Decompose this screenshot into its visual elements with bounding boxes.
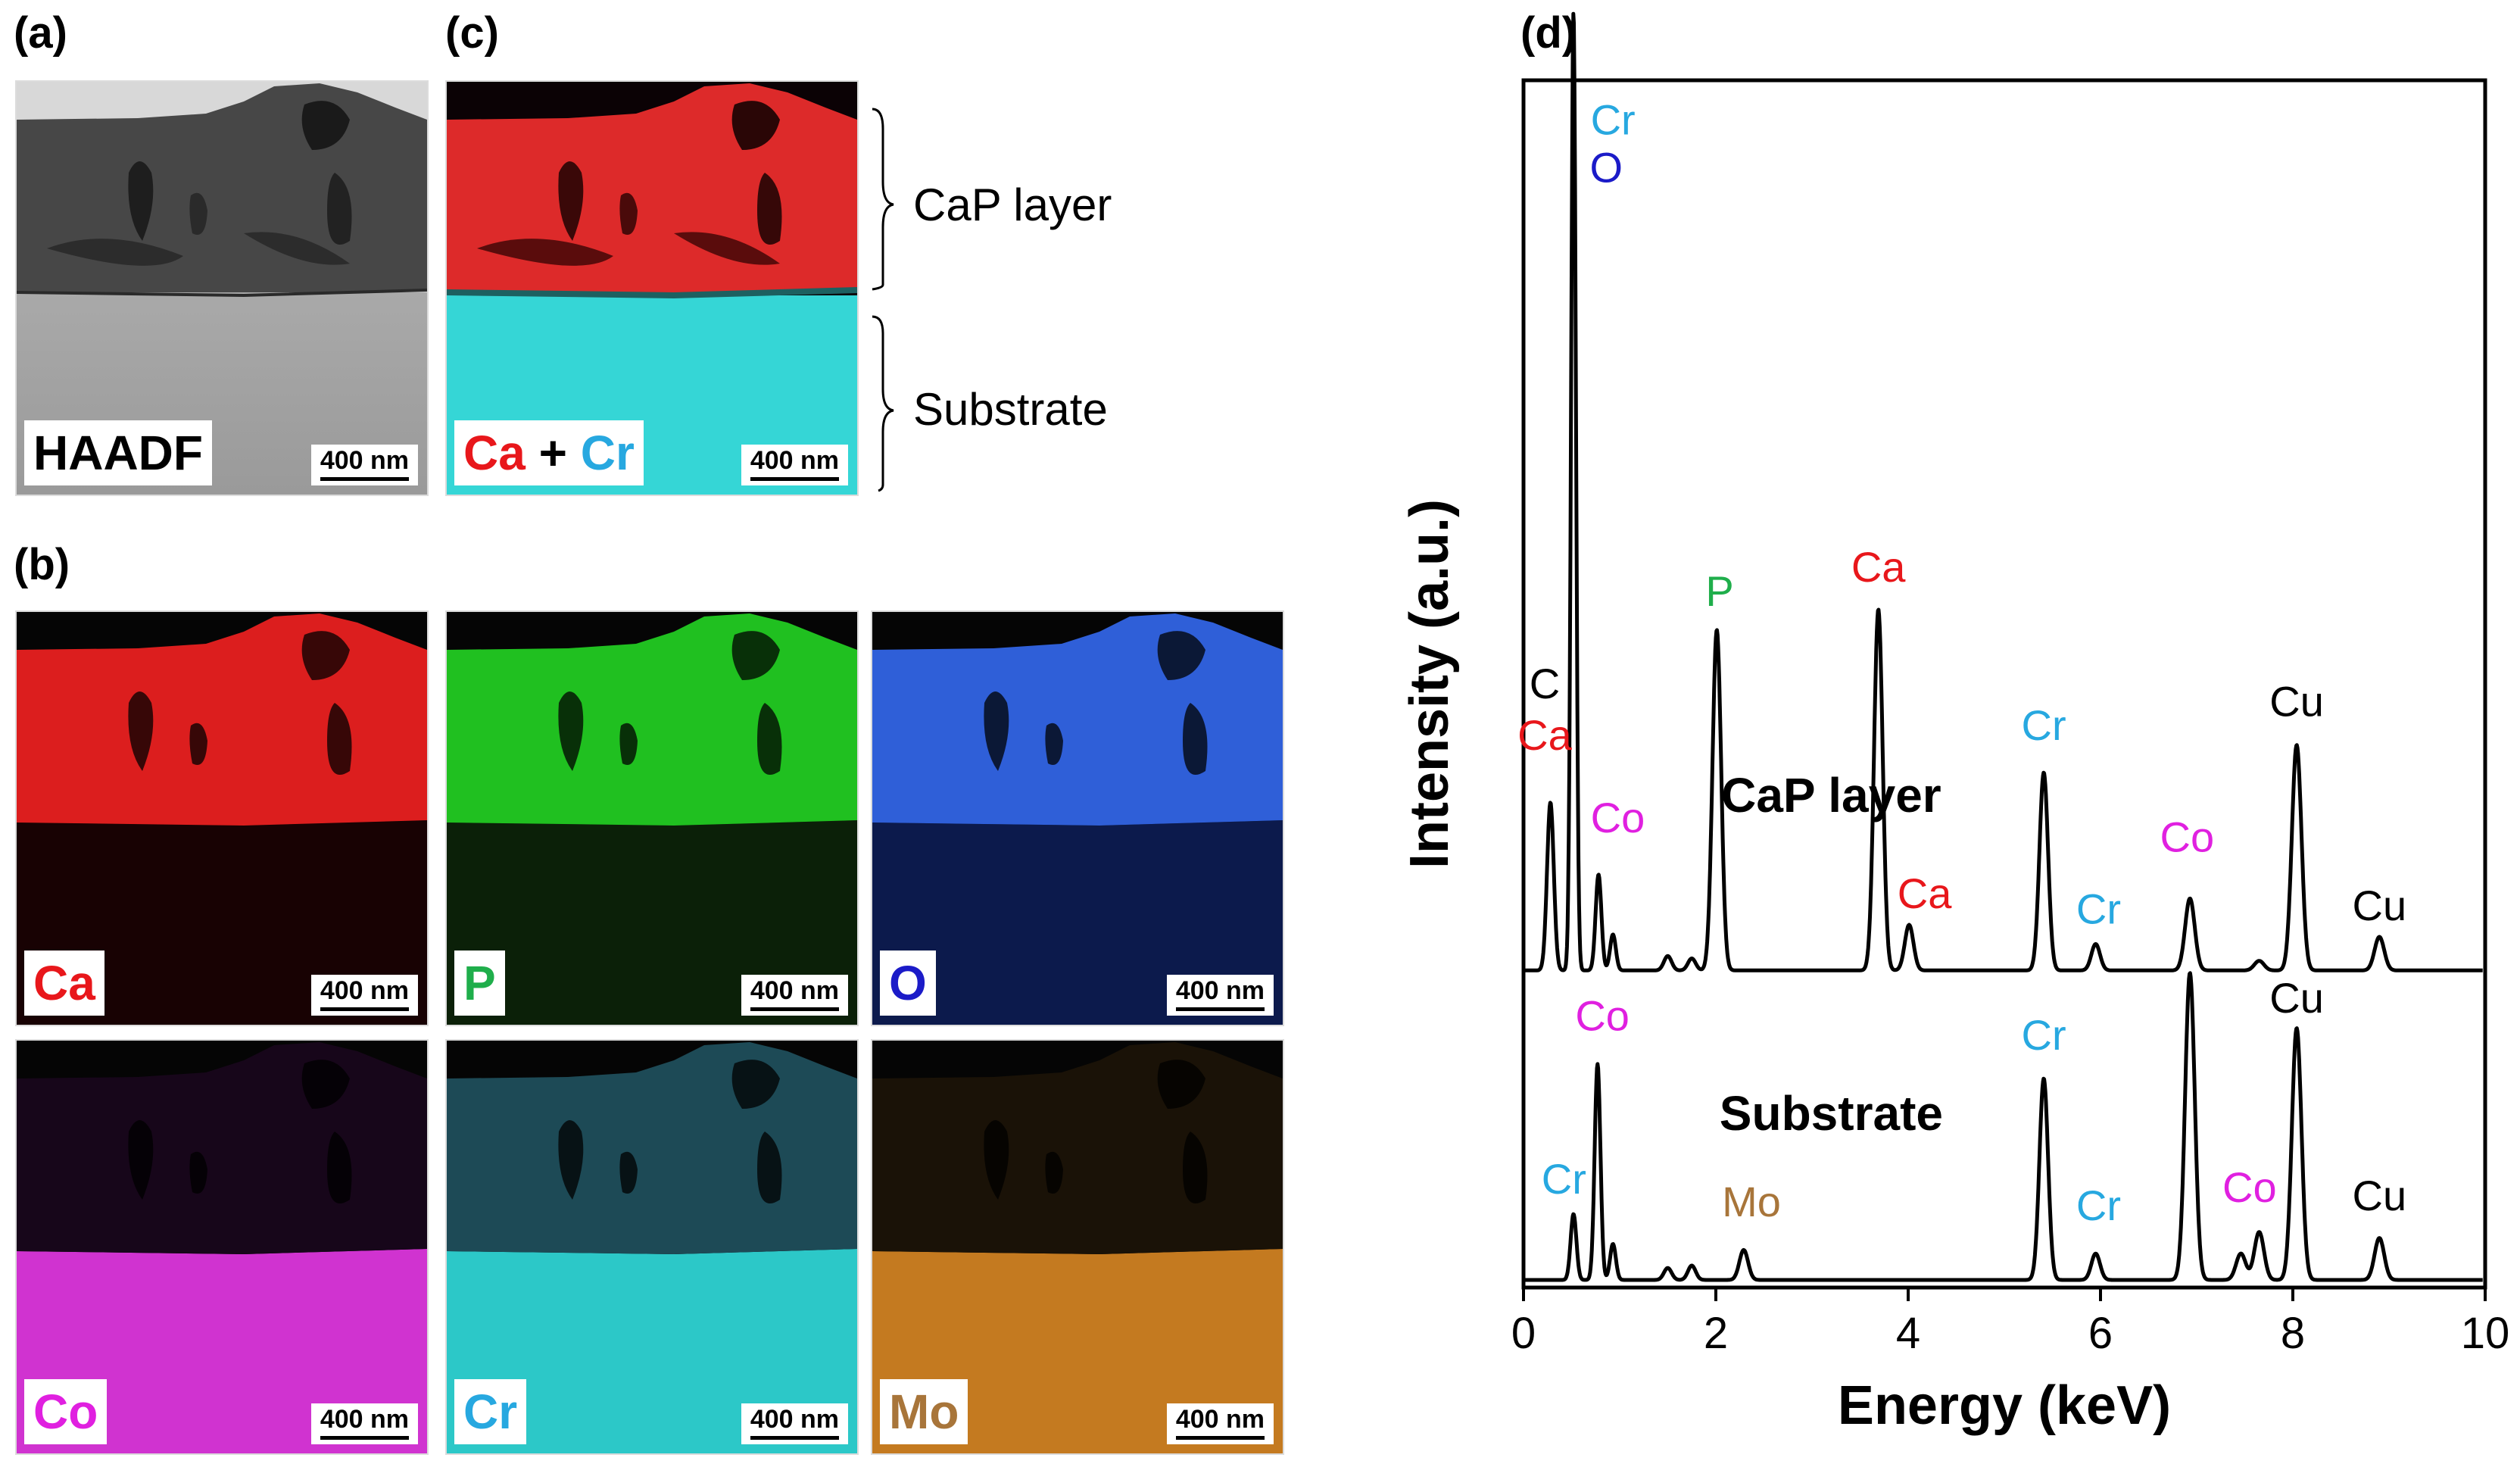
scale-bar: 400 nm	[310, 1403, 418, 1444]
plot-frame	[1521, 78, 2487, 1290]
peak-annotation: Co	[1591, 794, 1645, 841]
element-map-image	[447, 612, 857, 1025]
panel-label-d: (d)	[1520, 8, 1577, 58]
peak-annotation: Cu	[2353, 1172, 2407, 1219]
element-map-image	[872, 1041, 1283, 1453]
haadf-image: HAADF 400 nm	[15, 80, 429, 496]
overlay-ca-label: Ca	[463, 426, 526, 480]
element-map-image	[872, 612, 1283, 1025]
peak-annotation: Mo	[1722, 1178, 1781, 1225]
peak-annotation: Cr	[2076, 1182, 2121, 1229]
element-map-ca: Ca 400 nm	[15, 610, 429, 1026]
scale-bar: 400 nm	[310, 975, 418, 1016]
x-tick-label: 10	[2461, 1309, 2510, 1358]
panel-label-a: (a)	[14, 8, 67, 58]
series-label: Substrate	[1720, 1086, 1943, 1141]
peak-annotation: Co	[2160, 813, 2215, 861]
element-map-co: Co 400 nm	[15, 1039, 429, 1455]
peak-annotation: Cu	[2269, 974, 2324, 1022]
element-map-label: Mo	[880, 1379, 968, 1444]
peak-annotation: Co	[2222, 1163, 2277, 1211]
x-tick-label: 2	[1704, 1309, 1728, 1358]
peak-annotation: C	[1530, 660, 1560, 707]
element-map-image	[17, 612, 427, 1025]
overlay-cr-label: Cr	[580, 426, 635, 480]
element-map-label: P	[454, 951, 505, 1016]
element-map-mo: Mo 400 nm	[871, 1039, 1284, 1455]
element-map-label: O	[880, 951, 936, 1016]
haadf-micrograph	[17, 82, 427, 495]
peak-annotation: Cr	[1591, 95, 1636, 143]
element-map-o: O 400 nm	[871, 610, 1284, 1026]
element-map-label: Cr	[454, 1379, 527, 1444]
x-axis-label: Energy (keV)	[1838, 1375, 2171, 1436]
peak-annotation: Cu	[2353, 882, 2407, 929]
brace-substrate	[872, 315, 894, 492]
overlay-label: Ca + Cr	[454, 420, 644, 485]
scale-bar: 400 nm	[310, 445, 418, 485]
scale-bar: 400 nm	[741, 975, 848, 1016]
spectrum-series-caplayer	[1524, 11, 2484, 972]
brace-label-caplayer: CaP layer	[913, 179, 1112, 230]
x-tick-label: 6	[2088, 1309, 2113, 1358]
panel-label-b: (b)	[14, 540, 70, 589]
peak-annotation: Ca	[1517, 711, 1572, 759]
brace-caplayer	[872, 108, 894, 291]
scale-bar: 400 nm	[741, 445, 848, 485]
peak-annotation: P	[1705, 567, 1733, 615]
peak-annotation: Co	[1575, 992, 1630, 1040]
peak-annotation: Ca	[1898, 869, 1952, 917]
overlay-map: Ca + Cr 400 nm	[445, 80, 859, 496]
peak-annotation: Ca	[1851, 543, 1906, 591]
overlay-plus: +	[538, 426, 567, 480]
panel-label-c: (c)	[445, 8, 499, 58]
element-map-cr: Cr 400 nm	[445, 1039, 859, 1455]
region-braces	[872, 108, 894, 492]
peak-annotation: Cr	[1542, 1155, 1586, 1203]
element-map-label: Ca	[24, 951, 104, 1016]
element-map-p: P 400 nm	[445, 610, 859, 1026]
haadf-label: HAADF	[24, 420, 212, 485]
brace-label-substrate: Substrate	[913, 384, 1108, 435]
peak-annotation: Cr	[2022, 1011, 2066, 1059]
scale-bar: 400 nm	[741, 1403, 848, 1444]
series-label: CaP layer	[1721, 768, 1941, 823]
scale-bar: 400 nm	[1166, 1403, 1274, 1444]
peak-annotation: Cr	[2022, 701, 2066, 749]
peak-annotation: Cu	[2269, 678, 2324, 726]
scale-bar: 400 nm	[1166, 975, 1274, 1016]
spectrum-series-substrate	[1524, 971, 2484, 1282]
overlay-map-image	[447, 82, 857, 495]
x-tick-label: 8	[2281, 1309, 2305, 1358]
peak-annotation: O	[1589, 144, 1623, 192]
y-axis-label: Intensity (a.u.)	[1399, 499, 1460, 869]
element-map-label: Co	[24, 1379, 108, 1444]
peak-annotation: Cr	[2076, 885, 2121, 933]
x-tick-label: 4	[1896, 1309, 1920, 1358]
x-tick-label: 0	[1511, 1309, 1536, 1358]
